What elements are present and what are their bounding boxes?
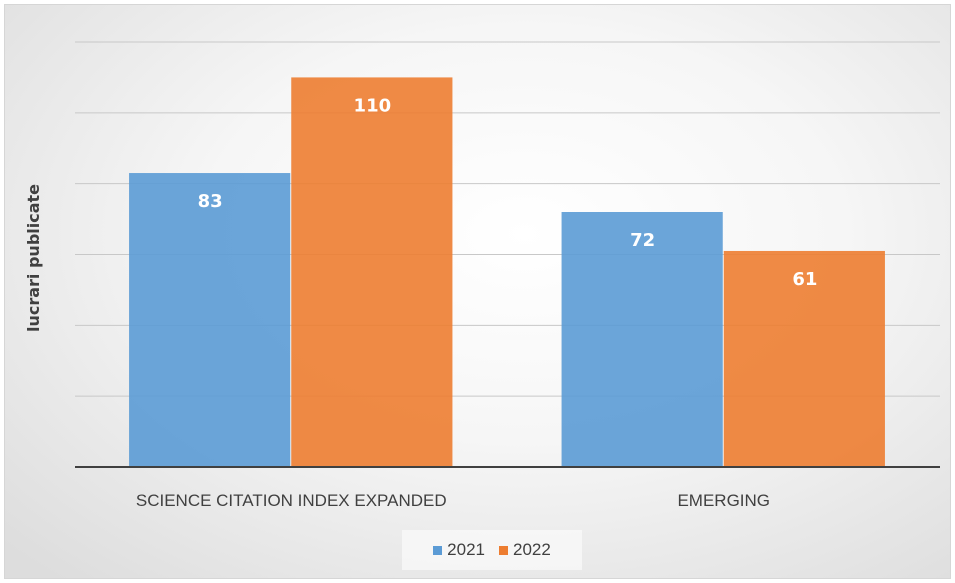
category-label: EMERGING xyxy=(677,491,770,510)
data-label: 83 xyxy=(198,191,223,212)
data-label: 110 xyxy=(354,95,392,116)
category-labels: SCIENCE CITATION INDEX EXPANDED EMERGING xyxy=(136,491,770,510)
legend-item: 2021 xyxy=(433,540,485,560)
legend-label: 2021 xyxy=(447,540,485,559)
category-label: SCIENCE CITATION INDEX EXPANDED xyxy=(136,491,447,510)
data-label: 72 xyxy=(630,230,655,251)
legend-swatch xyxy=(433,545,443,555)
bar-2021-2 xyxy=(561,212,723,467)
legend-label: 2022 xyxy=(513,540,551,559)
bar-2022-2 xyxy=(723,250,885,467)
legend: 2021 2022 xyxy=(402,530,582,570)
legend-swatch xyxy=(499,545,508,555)
legend-item: 2022 xyxy=(499,540,551,560)
bars: 83 110 72 61 xyxy=(129,77,885,468)
y-axis-title: lucrari publicate xyxy=(24,184,43,332)
bar-2022-1 xyxy=(291,77,453,468)
bar-2021-1 xyxy=(129,173,291,467)
data-label: 61 xyxy=(792,269,817,290)
